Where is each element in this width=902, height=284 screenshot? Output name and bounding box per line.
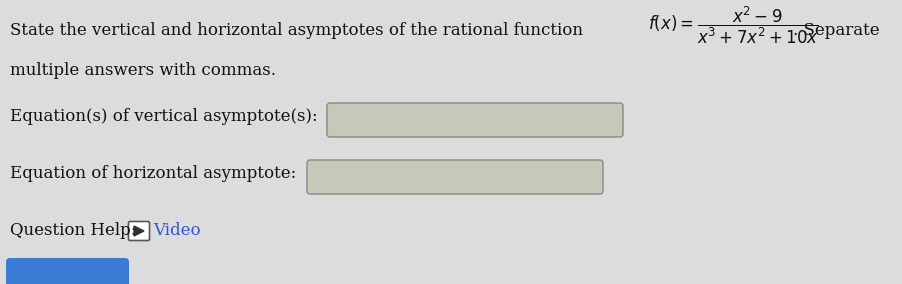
- Text: Equation(s) of vertical asymptote(s):: Equation(s) of vertical asymptote(s):: [10, 108, 318, 125]
- FancyBboxPatch shape: [307, 160, 603, 194]
- Text: Equation of horizontal asymptote:: Equation of horizontal asymptote:: [10, 165, 296, 182]
- Text: . Separate: . Separate: [793, 22, 879, 39]
- Text: State the vertical and horizontal asymptotes of the rational function: State the vertical and horizontal asympt…: [10, 22, 587, 39]
- Text: Question Help:: Question Help:: [10, 222, 136, 239]
- Text: $f(x)=\dfrac{x^2-9}{x^3+7x^2+10x}$: $f(x)=\dfrac{x^2-9}{x^3+7x^2+10x}$: [648, 5, 818, 46]
- FancyBboxPatch shape: [128, 222, 150, 241]
- FancyBboxPatch shape: [327, 103, 622, 137]
- FancyBboxPatch shape: [6, 258, 129, 284]
- Text: multiple answers with commas.: multiple answers with commas.: [10, 62, 276, 79]
- Polygon shape: [133, 226, 143, 236]
- Text: Video: Video: [152, 222, 200, 239]
